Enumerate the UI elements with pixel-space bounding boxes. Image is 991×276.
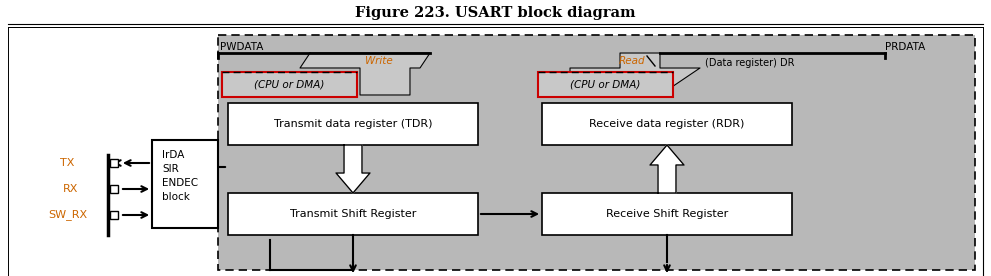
Text: (Data register) DR: (Data register) DR xyxy=(705,58,795,68)
Text: PWDATA: PWDATA xyxy=(220,42,264,52)
Polygon shape xyxy=(336,145,370,193)
Polygon shape xyxy=(650,145,684,193)
Text: Receive data register (RDR): Receive data register (RDR) xyxy=(590,119,744,129)
Text: RX: RX xyxy=(63,184,78,194)
Text: (CPU or DMA): (CPU or DMA) xyxy=(255,79,325,89)
Text: Read: Read xyxy=(618,56,645,66)
Text: Write: Write xyxy=(366,56,393,66)
Text: IrDA
SIR
ENDEC
block: IrDA SIR ENDEC block xyxy=(162,150,198,202)
Bar xyxy=(110,185,118,193)
Text: TX: TX xyxy=(60,158,74,168)
FancyBboxPatch shape xyxy=(538,72,673,97)
Text: Figure 223. USART block diagram: Figure 223. USART block diagram xyxy=(355,6,636,20)
Bar xyxy=(228,103,478,145)
Bar xyxy=(110,211,118,219)
Bar xyxy=(152,140,218,228)
Text: Transmit data register (TDR): Transmit data register (TDR) xyxy=(274,119,432,129)
Bar xyxy=(542,103,792,145)
Text: Transmit Shift Register: Transmit Shift Register xyxy=(289,209,416,219)
Text: SW_RX: SW_RX xyxy=(48,209,87,221)
FancyBboxPatch shape xyxy=(222,72,357,97)
Text: (CPU or DMA): (CPU or DMA) xyxy=(570,79,641,89)
Polygon shape xyxy=(570,53,700,95)
Text: PRDATA: PRDATA xyxy=(885,42,926,52)
Bar xyxy=(542,193,792,235)
Polygon shape xyxy=(300,53,430,95)
Text: Receive Shift Register: Receive Shift Register xyxy=(606,209,728,219)
Bar xyxy=(110,159,118,167)
Bar xyxy=(218,35,975,270)
Bar xyxy=(228,193,478,235)
